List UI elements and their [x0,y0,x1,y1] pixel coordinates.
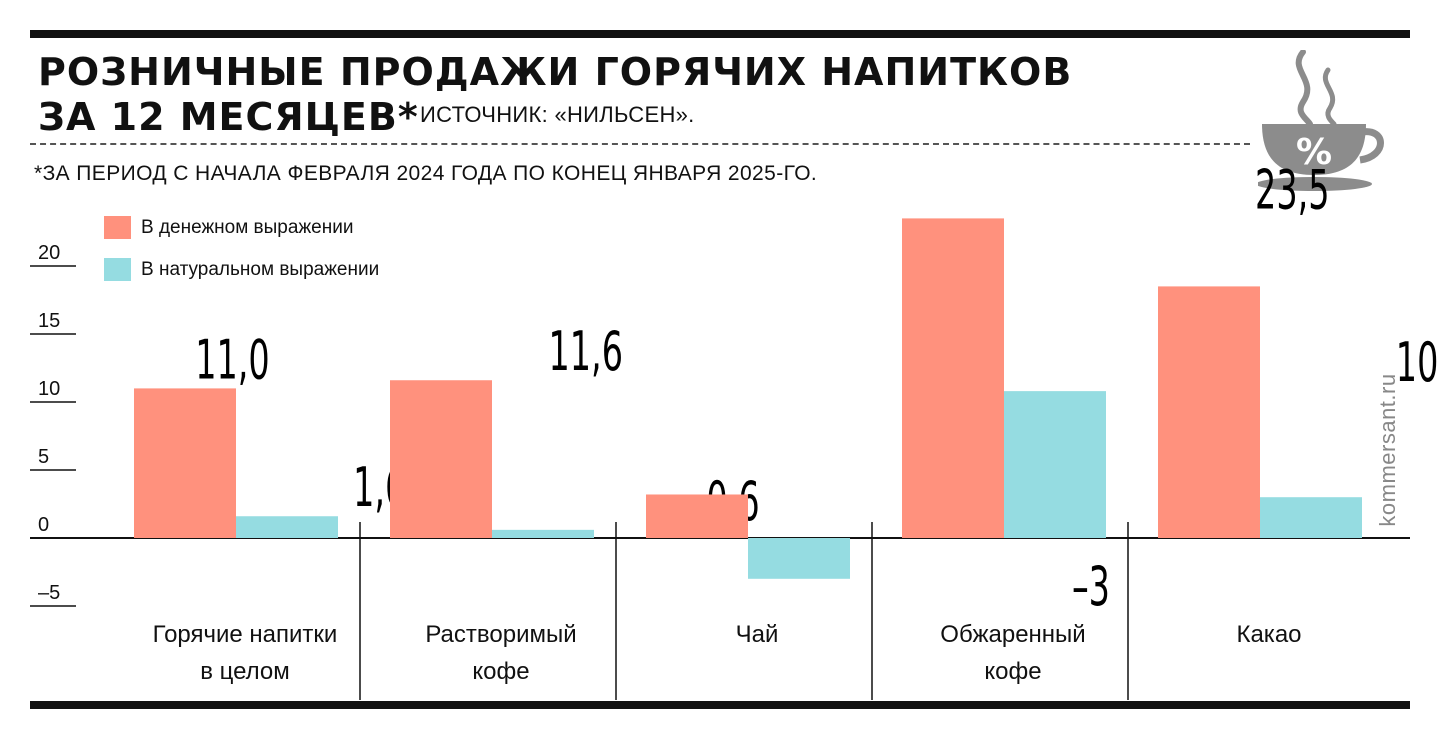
category-label: кофе [472,658,529,685]
legend-label-volume: В натуральном выражении [141,258,380,280]
category-label: Какао [1236,621,1301,648]
category-label: Чай [736,621,779,648]
bar-volume [492,529,594,538]
title-line-1: РОЗНИЧНЫЕ ПРОДАЖИ ГОРЯЧИХ НАПИТКОВ [38,50,1073,94]
coffee-cup-percent-icon: % [1258,50,1384,191]
bar-volume [748,538,850,579]
top-rule [30,30,1410,38]
category-label: Растворимый [425,621,576,648]
legend-item-volume: В натуральном выражении [104,258,379,281]
period-footnote: *ЗА ПЕРИОД С НАЧАЛА ФЕВРАЛЯ 2024 ГОДА ПО… [34,162,818,185]
y-tick-label: 20 [38,242,60,264]
category-label: кофе [984,658,1041,685]
category-label: Обжаренный [940,621,1085,648]
dashed-divider [30,143,1250,145]
y-tick-label: –5 [38,582,60,604]
value-label: 10,8 [1396,331,1440,395]
bar-volume [1004,391,1106,538]
value-label: 11,6 [548,320,623,384]
category-label: Горячие напитки [153,621,338,648]
y-tick-label: 5 [38,446,49,468]
bar-money [902,218,1004,538]
legend-swatch-money [104,216,131,239]
bottom-rule [30,701,1410,709]
source-note: ИСТОЧНИК: «НИЛЬСЕН». [420,102,695,127]
legend-item-money: В денежном выражении [104,216,353,239]
y-tick-label: 0 [38,514,49,536]
bar-volume [236,516,338,538]
watermark: kommersant.ru [1375,373,1400,527]
percent-symbol: % [1296,132,1332,173]
title-line-2: ЗА 12 МЕСЯЦЕВ* [38,95,419,139]
bar-money [646,494,748,538]
value-label: –3 [1072,554,1110,618]
bar-money [1158,286,1260,538]
bar-money [390,380,492,538]
value-label: 11,0 [195,328,270,392]
legend-swatch-volume [104,258,131,281]
bar-money [134,388,236,538]
value-label: 23,5 [1255,158,1330,222]
y-tick-label: 10 [38,378,60,400]
chart-title: РОЗНИЧНЫЕ ПРОДАЖИ ГОРЯЧИХ НАПИТКОВ ЗА 12… [38,50,1072,140]
category-label: в целом [200,658,290,685]
y-tick-label: 15 [38,310,60,332]
legend-label-money: В денежном выражении [141,216,354,238]
bar-volume [1260,497,1362,538]
